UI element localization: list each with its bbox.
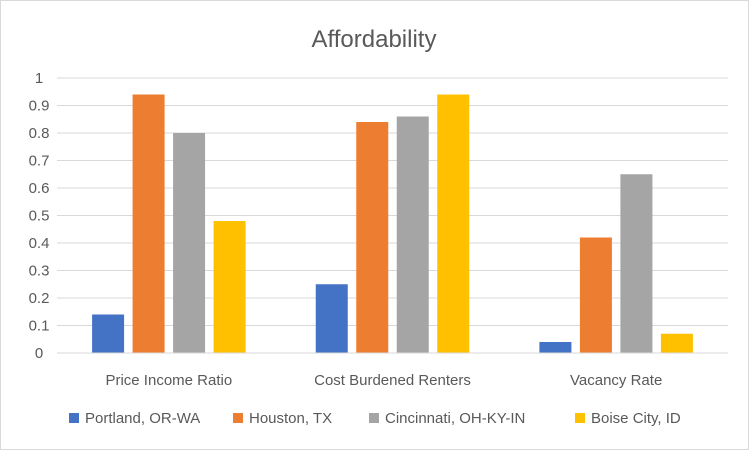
bar <box>579 237 612 353</box>
legend-label: Boise City, ID <box>591 410 681 427</box>
legend-swatch <box>369 413 379 423</box>
bars <box>92 94 693 353</box>
bar <box>173 133 206 353</box>
bar <box>356 122 389 353</box>
x-tick-label: Price Income Ratio <box>105 372 232 389</box>
bar <box>315 284 348 353</box>
legend-label: Portland, OR-WA <box>85 410 200 427</box>
y-axis: 0 0.1 0.2 0.3 0.4 0.5 0.6 0.7 0.8 0.9 1 <box>29 70 50 362</box>
y-tick-label: 0.1 <box>29 318 50 335</box>
bar <box>437 94 470 353</box>
x-axis: Price Income Ratio Cost Burdened Renters V… <box>57 352 728 389</box>
y-tick-label: 0.3 <box>29 263 50 280</box>
y-tick-label: 0.6 <box>29 180 50 197</box>
x-tick-label: Cost Burdened Renters <box>314 372 471 389</box>
chart-title: Affordability <box>312 26 437 53</box>
y-tick-label: 0.2 <box>29 290 50 307</box>
legend-label: Houston, TX <box>249 410 332 427</box>
bar <box>539 342 572 353</box>
legend-label: Cincinnati, OH-KY-IN <box>385 410 525 427</box>
bar <box>620 174 653 353</box>
y-tick-label: 0.9 <box>29 98 50 115</box>
y-tick-label: 0 <box>35 345 43 362</box>
gridlines <box>57 77 728 326</box>
bar <box>660 333 693 353</box>
legend-swatch <box>233 413 243 423</box>
bar <box>92 314 125 353</box>
y-tick-label: 0.5 <box>29 208 50 225</box>
legend: Portland, OR-WA Houston, TX Cincinnati, OH… <box>69 410 681 427</box>
legend-swatch <box>69 413 79 423</box>
y-tick-label: 0.7 <box>29 153 50 170</box>
y-tick-label: 0.8 <box>29 125 50 142</box>
y-tick-label: 1 <box>35 70 43 87</box>
bar <box>213 221 246 353</box>
bar <box>132 94 165 353</box>
bar <box>396 116 429 353</box>
legend-swatch <box>575 413 585 423</box>
x-tick-label: Vacancy Rate <box>570 372 662 389</box>
y-tick-label: 0.4 <box>29 235 50 252</box>
